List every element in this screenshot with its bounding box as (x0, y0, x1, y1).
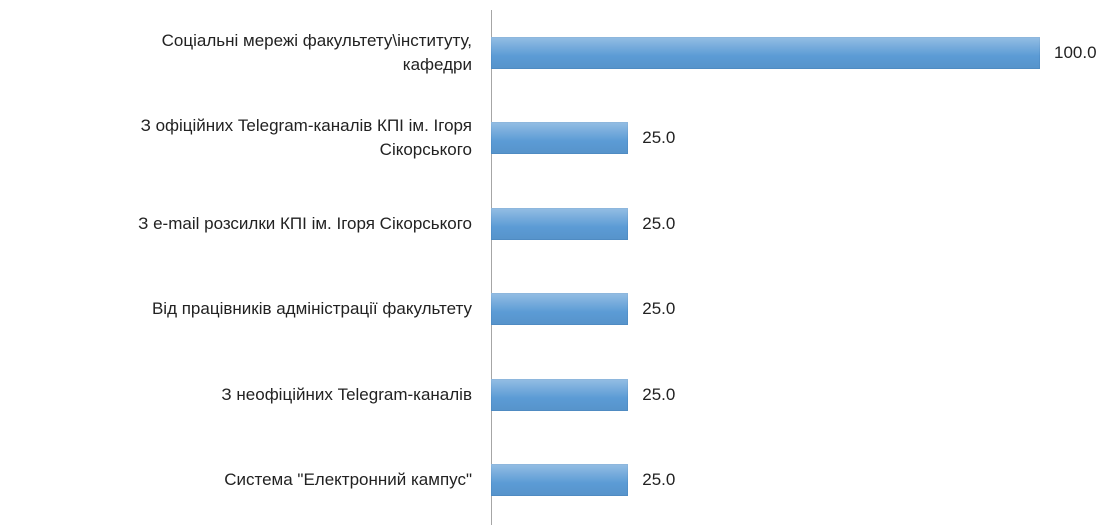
data-label: 25.0 (642, 384, 676, 404)
category-axis (491, 10, 492, 525)
category-label: Від працівників адміністрації факультету (151, 299, 472, 319)
bar (491, 378, 629, 411)
category-label: Соціальні мережі факультету\інституту, к… (161, 30, 472, 74)
category-label: З неофіційних Telegram-каналів (221, 384, 472, 404)
category-label: З офіційних Telegram-каналів КПІ ім. Іго… (140, 116, 472, 160)
bar (491, 122, 629, 155)
bar (491, 36, 1040, 69)
bar (491, 293, 629, 326)
category-label: Система "Електронний кампус" (224, 470, 472, 490)
category-label: З e-mail розсилки КПІ ім. Ігоря Сікорськ… (138, 213, 472, 233)
bar (491, 207, 629, 240)
data-label: 25.0 (642, 213, 676, 233)
data-label: 25.0 (642, 470, 676, 490)
data-label: 100.0 (1054, 42, 1097, 62)
data-label: 25.0 (642, 299, 676, 319)
data-label: 25.0 (642, 128, 676, 148)
bar (491, 464, 629, 497)
